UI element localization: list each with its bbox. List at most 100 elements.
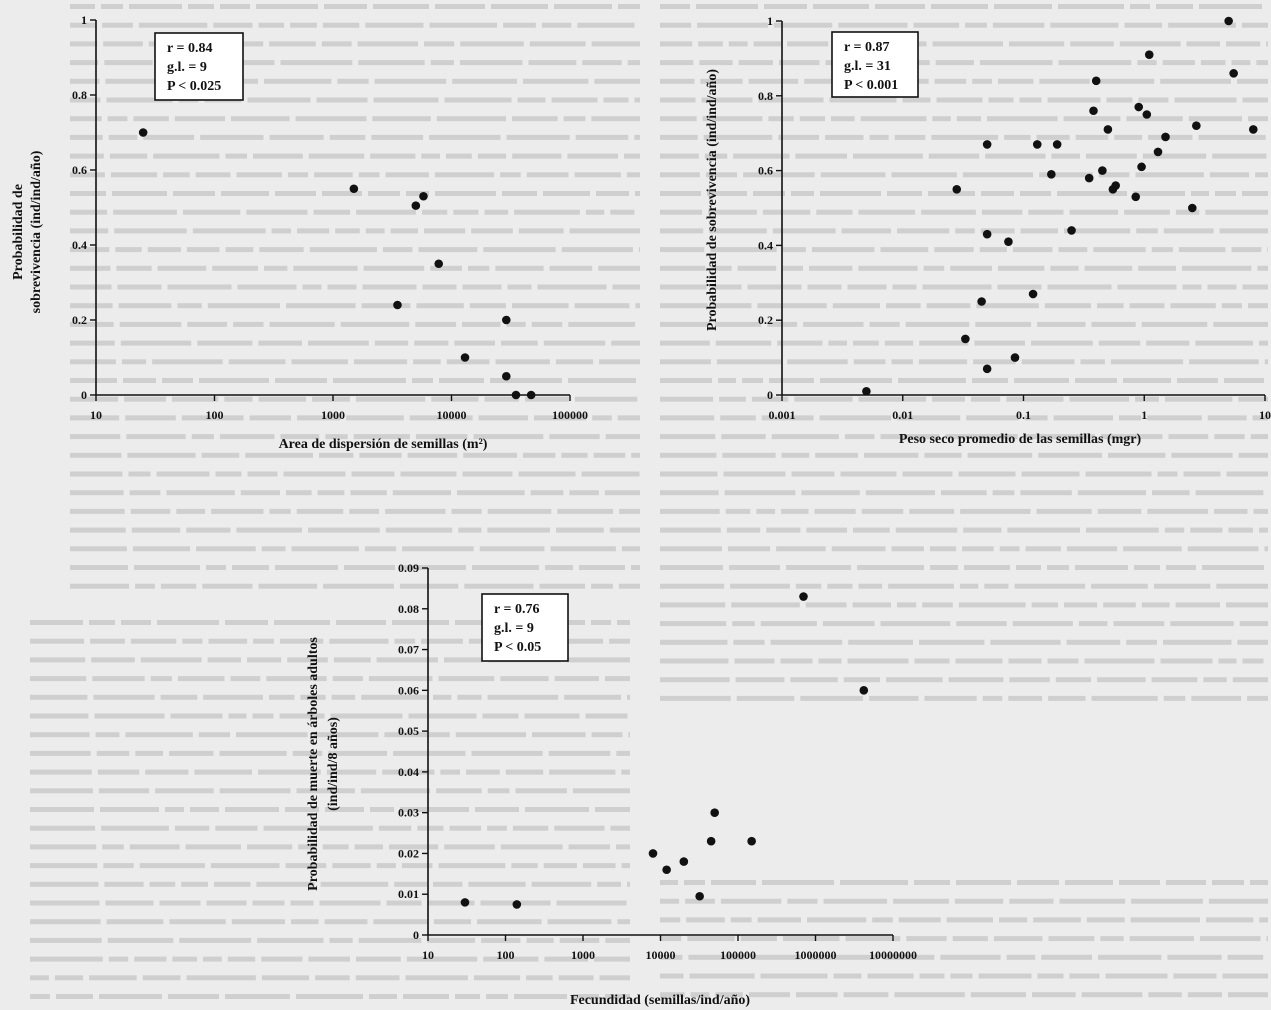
ghost-word (319, 900, 381, 906)
ghost-word (107, 116, 128, 122)
ghost-word (275, 565, 338, 570)
ghost-word (1199, 4, 1262, 9)
ghost-word (116, 265, 152, 271)
ghost-word (417, 825, 444, 831)
stats-text: P < 0.025 (167, 79, 221, 94)
ghost-word (757, 917, 801, 923)
ghost-word (1188, 116, 1243, 122)
ghost-word (884, 340, 914, 346)
ghost-word (778, 134, 820, 140)
y-tick-label: 0.07 (398, 643, 419, 657)
data-point (1089, 106, 1098, 116)
ghost-word (1203, 677, 1227, 683)
ghost-word (1242, 97, 1268, 103)
ghost-word (199, 378, 269, 383)
ghost-word (860, 116, 927, 122)
ghost-word (928, 153, 980, 159)
ghost-word (518, 228, 564, 234)
ghost-word (113, 209, 177, 215)
ghost-word (286, 490, 312, 496)
ghost-word (258, 396, 307, 402)
ghost-word (760, 973, 828, 979)
ghost-word (70, 209, 108, 215)
ghost-word (384, 732, 450, 738)
ghost-word (484, 396, 520, 402)
ghost-word (269, 321, 335, 327)
ghost-word (820, 172, 886, 178)
x-tick-label: 10000000 (869, 948, 917, 962)
ghost-word (1009, 677, 1050, 683)
data-point (501, 315, 511, 325)
ghost-word (422, 284, 457, 290)
ghost-word (1247, 695, 1268, 701)
ghost-word (444, 844, 495, 850)
ghost-word (291, 359, 348, 365)
ghost-word (54, 975, 84, 981)
ghost-word (512, 153, 562, 159)
data-point (706, 836, 716, 846)
ghost-word (559, 937, 600, 943)
ghost-word (956, 116, 981, 122)
ghost-word (886, 303, 921, 309)
data-point (799, 592, 808, 601)
ghost-word (718, 378, 736, 383)
ghost-word (358, 60, 425, 66)
ghost-word (585, 209, 605, 215)
ghost-word (452, 78, 517, 84)
ghost-word (500, 676, 549, 682)
ghost-word (1031, 602, 1058, 608)
ghost-word (70, 97, 101, 103)
ghost-word (1157, 471, 1178, 477)
ghost-word (103, 863, 134, 869)
ghost-word (333, 657, 371, 663)
ghost-word (1021, 359, 1075, 365)
ghost-word (660, 134, 698, 140)
ghost-word (819, 415, 891, 421)
ghost-word (1117, 284, 1177, 290)
ghost-word (729, 565, 780, 570)
ghost-word (1170, 621, 1234, 627)
ghost-word (716, 359, 782, 365)
ghost-word (1136, 228, 1158, 234)
ghost-word (259, 247, 304, 253)
ghost-word (451, 508, 482, 514)
ghost-word (382, 247, 413, 253)
ghost-word (1009, 898, 1054, 904)
ghost-word (406, 956, 478, 962)
ghost-word (790, 677, 838, 683)
ghost-word (356, 956, 401, 962)
ghost-word (582, 863, 616, 869)
ghost-word (660, 936, 682, 942)
ghost-word (840, 471, 897, 477)
ghost-word (173, 191, 215, 196)
ghost-word (1226, 471, 1268, 477)
ghost-word (157, 620, 219, 625)
ghost-word (568, 844, 611, 850)
ghost-word (129, 4, 182, 9)
ghost-word (753, 191, 785, 196)
ghost-word (363, 265, 425, 271)
ghost-word (1012, 621, 1073, 627)
ghost-word (964, 565, 1010, 570)
ghost-word (805, 602, 847, 608)
ghost-word (1129, 936, 1194, 942)
data-point (460, 898, 470, 907)
ghost-word (725, 508, 751, 514)
ghost-word (1075, 134, 1109, 140)
ghost-word (940, 954, 1001, 960)
ghost-word (487, 527, 550, 533)
ghost-word (1050, 22, 1119, 28)
ghost-word (800, 695, 864, 701)
ghost-word (561, 452, 588, 458)
ghost-word (660, 153, 699, 159)
ghost-word (314, 172, 353, 178)
ghost-word (416, 303, 464, 309)
ghost-word (898, 917, 941, 923)
ghost-word (169, 750, 214, 756)
ghost-word (129, 490, 161, 496)
ghost-word (70, 565, 128, 570)
ghost-word (617, 620, 630, 625)
ghost-word (421, 209, 448, 215)
ghost-word (457, 694, 482, 700)
ghost-word (532, 732, 586, 738)
